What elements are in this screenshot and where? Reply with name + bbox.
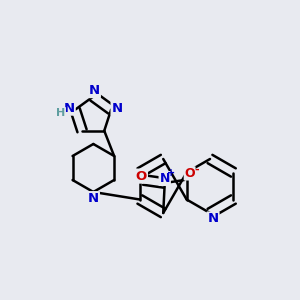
Text: N: N <box>207 212 219 226</box>
Text: N: N <box>64 102 75 115</box>
Text: O: O <box>136 169 147 183</box>
Text: N: N <box>160 172 170 185</box>
Text: +: + <box>167 168 175 178</box>
Text: O: O <box>184 167 195 180</box>
Text: N: N <box>112 102 123 115</box>
Text: N: N <box>88 192 99 205</box>
Text: H: H <box>56 108 65 118</box>
Text: -: - <box>194 165 199 175</box>
Text: N: N <box>89 84 100 97</box>
